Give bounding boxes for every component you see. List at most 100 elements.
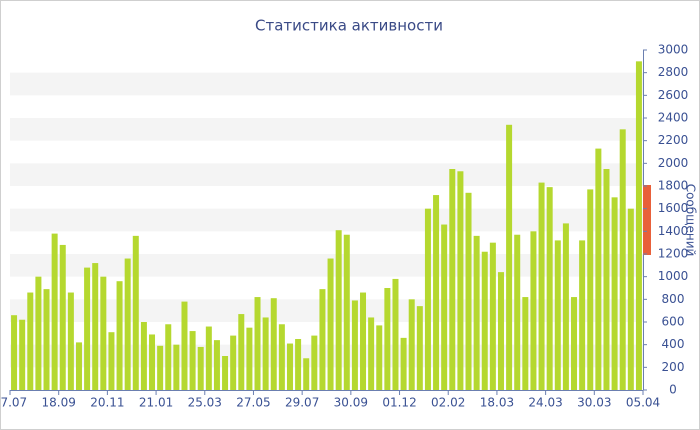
grid-band [10, 163, 643, 186]
bar [530, 231, 537, 390]
x-tick-label: 27.05 [236, 396, 270, 410]
bar [433, 195, 440, 390]
bar [197, 346, 204, 390]
x-tick-label: 24.03 [528, 396, 562, 410]
bar [165, 324, 172, 390]
bar [538, 182, 545, 390]
bar [611, 197, 618, 390]
bar [246, 327, 253, 390]
bar [286, 343, 293, 390]
bar [400, 337, 407, 390]
bar [100, 276, 107, 390]
y-tick-label: 3000 [658, 43, 689, 57]
bar [205, 326, 212, 390]
bar [67, 292, 74, 390]
bar [11, 315, 18, 390]
bar [335, 230, 342, 390]
bar [295, 339, 302, 390]
bar [303, 358, 310, 390]
bar [157, 345, 164, 390]
x-tick-label: 20.11 [90, 396, 124, 410]
x-tick-label: 18.03 [480, 396, 514, 410]
x-tick-label: 30.09 [334, 396, 368, 410]
bar [149, 334, 156, 390]
bar [481, 251, 488, 390]
bar [43, 289, 50, 390]
bar [189, 331, 196, 390]
x-tick-label: 05.04 [626, 396, 660, 410]
y-tick-label: 600 [662, 315, 685, 329]
grid-band [10, 72, 643, 96]
bar [108, 332, 115, 390]
bar [327, 258, 334, 390]
x-tick-label: 17.07 [0, 396, 27, 410]
bar [603, 169, 610, 390]
bar [587, 189, 594, 390]
bar [19, 319, 26, 390]
bar [522, 297, 529, 390]
bar [408, 299, 415, 390]
bar [92, 263, 99, 390]
bar [384, 288, 391, 390]
bar [627, 208, 634, 390]
y-tick-label: 800 [662, 292, 685, 306]
bar [75, 342, 82, 390]
bar [116, 281, 123, 390]
x-tick-label: 02.02 [431, 396, 465, 410]
y-tick-label: 1000 [658, 269, 689, 283]
bar [230, 335, 237, 390]
bar [376, 325, 383, 390]
y-tick-label: 1800 [658, 179, 689, 193]
bar [424, 208, 431, 390]
bar [546, 187, 553, 390]
grid-band [10, 118, 643, 141]
bar [465, 192, 472, 390]
chart-title: Статистика активности [255, 17, 443, 35]
bar [319, 289, 326, 390]
y-tick-label: 200 [662, 360, 685, 374]
bar [514, 234, 521, 390]
bar [449, 169, 456, 390]
bar [416, 306, 423, 390]
bar [368, 317, 375, 390]
bar [392, 278, 399, 390]
bar [473, 235, 480, 390]
bar [360, 292, 367, 390]
y-tick-label: 2400 [658, 111, 689, 125]
bar [441, 224, 448, 390]
bar [489, 242, 496, 390]
bars [11, 61, 642, 391]
bar [181, 301, 188, 390]
y-tick-label: 0 [669, 383, 677, 397]
bar [343, 234, 350, 390]
x-tick-label: 21.01 [139, 396, 173, 410]
bar [506, 124, 513, 391]
bar [311, 335, 318, 390]
bar [457, 171, 464, 390]
y-tick-label: 1600 [658, 201, 689, 215]
bar [497, 272, 504, 390]
bar [59, 244, 66, 390]
y-axis-label: Сообщений [684, 184, 698, 257]
bar [173, 344, 180, 390]
y-tick-label: 2200 [658, 133, 689, 147]
x-tick-label: 01.12 [382, 396, 416, 410]
bar [619, 129, 626, 391]
y-tick-label: 400 [662, 337, 685, 351]
y-tick-label: 1200 [658, 247, 689, 261]
bar [35, 276, 42, 390]
bar [51, 233, 58, 390]
bar [222, 356, 229, 390]
bar [571, 297, 578, 390]
bar [579, 240, 586, 390]
bar [278, 324, 285, 390]
grid-band [10, 208, 643, 232]
bar [213, 340, 220, 390]
y-tick-label: 2000 [658, 156, 689, 170]
bar [554, 240, 561, 390]
bar [254, 297, 261, 390]
x-tick-label: 30.03 [577, 396, 611, 410]
x-tick-label: 18.09 [42, 396, 76, 410]
bar [635, 61, 642, 390]
